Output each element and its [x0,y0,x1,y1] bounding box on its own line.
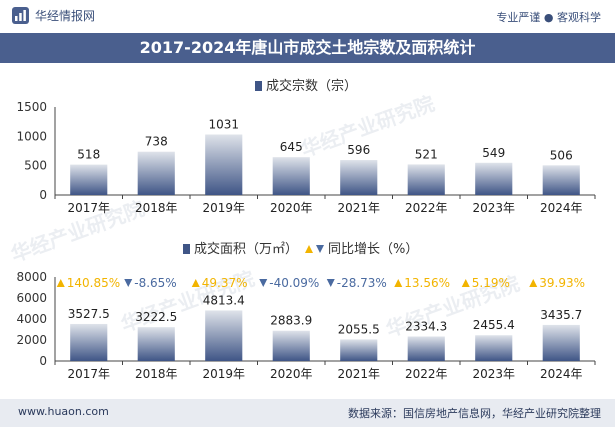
up-triangle-icon [529,279,538,287]
bar-value-label: 2334.3 [405,319,447,333]
bar-value-label: 738 [145,135,168,149]
x-tick-label: 2018年 [135,367,178,381]
growth-label: 5.19% [472,276,510,290]
bar-value-label: 2055.5 [338,322,380,336]
bar-value-label: 506 [550,148,573,162]
growth-label: 13.56% [404,276,450,290]
footer-source: 数据来源：国信房地产信息网，华经产业研究院整理 [348,407,601,420]
legend-up-triangle-icon [305,245,313,253]
x-tick-label: 2021年 [337,367,380,381]
x-tick-label: 2024年 [540,201,583,215]
legend-swatch [183,244,190,254]
bar-value-label: 3527.5 [68,307,110,321]
x-tick-label: 2020年 [270,367,313,381]
x-tick-label: 2017年 [67,367,110,381]
bar [340,339,378,361]
bar [272,157,310,195]
legend-label: 成交面积（万㎡） [194,241,298,257]
bar [340,160,378,195]
bar-value-label: 549 [482,146,505,160]
bar [407,164,445,195]
growth-label: -28.73% [337,276,387,290]
x-tick-label: 2024年 [540,367,583,381]
x-tick-label: 2023年 [472,367,515,381]
x-tick-label: 2020年 [270,201,313,215]
bar [137,151,175,195]
bar [542,165,580,195]
bar [272,330,310,361]
y-tick-label: 1000 [16,129,47,143]
growth-label: 49.37% [202,276,248,290]
x-tick-label: 2022年 [405,201,448,215]
y-tick-label: 8000 [16,270,47,284]
growth-label: -40.09% [269,276,319,290]
y-tick-label: 2000 [16,333,47,347]
bar [542,324,580,361]
bar [70,323,108,361]
top-bar: 华经情报网 专业严谨 ● 客观科学 [0,0,615,33]
bar-value-label: 3435.7 [540,308,582,322]
x-tick-label: 2021年 [337,201,380,215]
y-tick-label: 1500 [16,100,47,114]
up-triangle-icon [461,279,470,287]
legend-label: 同比增长（%） [328,242,418,257]
footer: www.huaon.com 数据来源：国信房地产信息网，华经产业研究院整理 [0,399,615,427]
tagline: 专业严谨 ● 客观科学 [496,11,601,24]
up-triangle-icon [56,279,65,287]
x-tick-label: 2019年 [202,201,245,215]
bar [407,336,445,361]
x-tick-label: 2023年 [472,201,515,215]
bar-value-label: 596 [347,143,370,157]
legend-down-triangle-icon [316,245,324,253]
footer-url[interactable]: www.huaon.com [18,405,109,418]
y-tick-label: 0 [39,188,47,202]
bar-value-label: 2455.4 [473,318,515,332]
y-tick-label: 500 [24,159,47,173]
down-triangle-icon [124,279,133,287]
bar-value-label: 518 [77,148,100,162]
logo-icon [12,7,29,24]
bar-value-label: 1031 [208,118,239,132]
bar-value-label: 4813.4 [203,293,245,307]
x-tick-label: 2022年 [405,367,448,381]
x-tick-label: 2019年 [202,367,245,381]
brand: 华经情报网 [12,7,95,24]
x-tick-label: 2018年 [135,201,178,215]
bar-value-label: 3222.5 [135,310,177,324]
bar [205,134,243,195]
y-tick-label: 4000 [16,312,47,326]
up-triangle-icon [191,279,200,287]
growth-label: 140.85% [67,276,120,290]
down-triangle-icon [326,279,335,287]
growth-label: -8.65% [134,276,176,290]
legend-swatch [255,81,262,91]
y-tick-label: 6000 [16,291,47,305]
bar-value-label: 645 [280,140,303,154]
bar [137,327,175,361]
page-title: 2017-2024年唐山市成交土地宗数及面积统计 [0,33,615,63]
bar-value-label: 521 [415,147,438,161]
brand-name: 华经情报网 [35,9,96,23]
y-tick-label: 0 [39,354,47,368]
growth-label: 39.93% [539,276,585,290]
legend-label: 成交宗数（宗） [266,78,357,94]
bar [205,310,243,361]
down-triangle-icon [259,279,268,287]
bar [70,164,108,195]
bar [475,162,513,195]
bar-value-label: 2883.9 [270,314,312,328]
x-tick-label: 2017年 [67,201,110,215]
bar [475,335,513,361]
up-triangle-icon [394,279,403,287]
